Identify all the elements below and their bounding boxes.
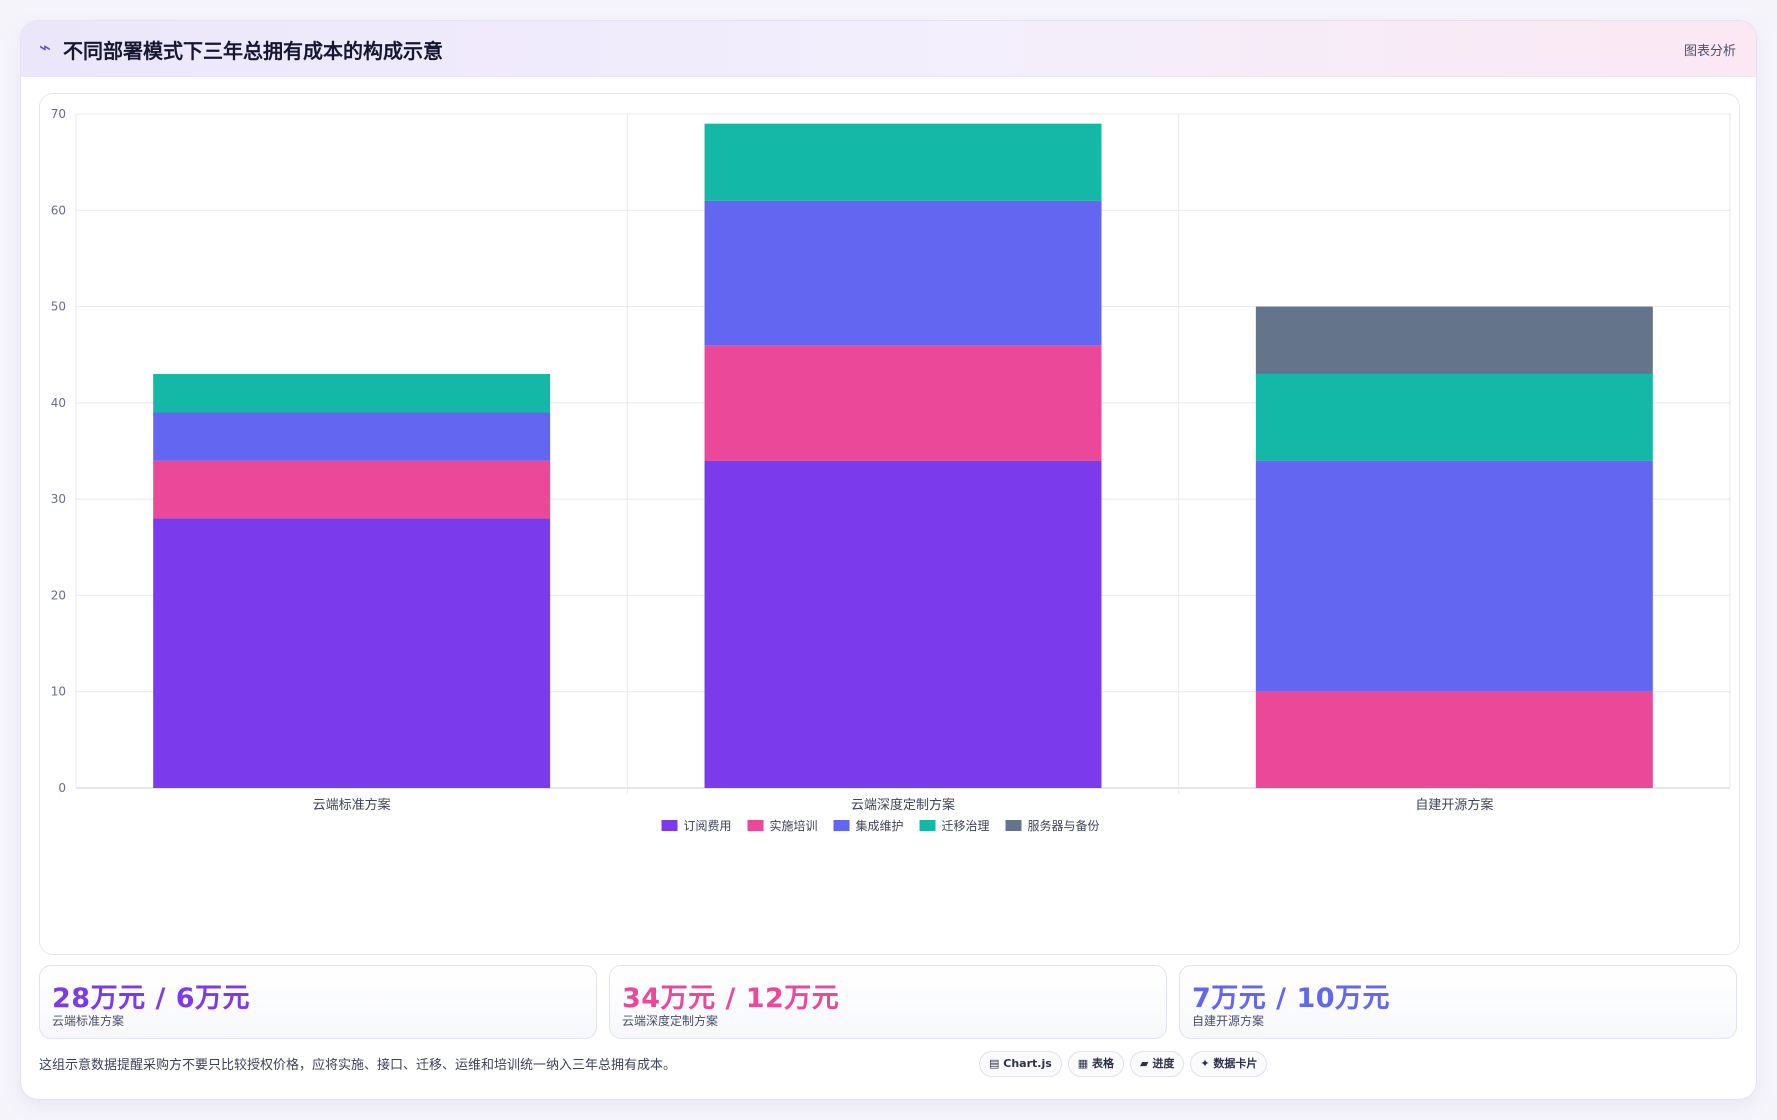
legend-item[interactable]: 实施培训 [747, 818, 818, 833]
legend-label: 实施培训 [770, 818, 818, 833]
bar-segment[interactable] [704, 200, 1102, 346]
stat-label: 云端深度定制方案 [622, 1014, 719, 1028]
stat-card-self-hosted: 7万元 / 10万元 自建开源方案 [1179, 965, 1737, 1039]
pill-progress[interactable]: ▰ 进度 [1130, 1051, 1185, 1077]
bar-segment[interactable] [153, 518, 551, 788]
legend-label: 订阅费用 [684, 819, 732, 833]
feature-pills: ▤ Chart.js ▦ 表格 ▰ 进度 ✦ 数据卡片 [979, 1051, 1273, 1079]
legend-item[interactable]: 迁移治理 [919, 819, 990, 833]
bar-segment[interactable] [704, 460, 1102, 788]
bar-segment[interactable] [153, 460, 551, 519]
stat-label: 云端标准方案 [52, 1014, 125, 1028]
legend-swatch [661, 820, 678, 831]
bar-segment[interactable] [1255, 691, 1653, 788]
stat-value: 34万元 / 12万元 [622, 983, 840, 1014]
bar-segment[interactable] [153, 373, 551, 413]
legend-swatch [833, 820, 850, 831]
legend-label: 集成维护 [856, 818, 904, 833]
legend-swatch [747, 820, 764, 831]
legend-item[interactable]: 订阅费用 [661, 819, 732, 833]
legend-swatch [1005, 820, 1022, 831]
stat-card-cloud-standard: 28万元 / 6万元 云端标准方案 [39, 965, 597, 1039]
legend-label: 服务器与备份 [1028, 818, 1100, 833]
bar-segment[interactable] [1255, 306, 1653, 374]
y-tick-label: 50 [51, 300, 66, 314]
card-header: ⌁ 不同部署模式下三年总拥有成本的构成示意 图表分析 [21, 21, 1756, 77]
y-tick-label: 70 [51, 107, 66, 121]
x-tick-label: 自建开源方案 [1415, 797, 1493, 813]
legend-item[interactable]: 服务器与备份 [1005, 818, 1100, 833]
bar-segment[interactable] [153, 412, 551, 461]
progress-icon: ▰ [1140, 1057, 1149, 1070]
sparkle-icon: ✦ [1200, 1057, 1210, 1070]
x-tick-label: 云端深度定制方案 [851, 797, 955, 813]
stat-value: 28万元 / 6万元 [52, 983, 251, 1014]
stat-label: 自建开源方案 [1192, 1014, 1265, 1028]
y-tick-label: 10 [51, 685, 66, 699]
pill-data-card[interactable]: ✦ 数据卡片 [1190, 1051, 1268, 1077]
bar-segment[interactable] [704, 123, 1102, 201]
table-icon: ▦ [1077, 1057, 1089, 1070]
y-tick-label: 20 [51, 588, 66, 602]
chart-line-icon: ⌁ [39, 35, 52, 59]
legend-label: 迁移治理 [942, 819, 990, 833]
bar-segment[interactable] [704, 345, 1102, 461]
bar-segment[interactable] [1255, 460, 1653, 692]
bar-segment[interactable] [1255, 373, 1653, 461]
chart-icon: ▤ [989, 1057, 1000, 1070]
y-tick-label: 40 [51, 396, 66, 410]
y-tick-label: 30 [51, 492, 66, 506]
pill-table[interactable]: ▦ 表格 [1067, 1051, 1125, 1077]
chart-panel: 0 10 20 30 40 50 60 70 云端标准方案 云端深度定制方案 自建开源方案 订阅费用… [39, 93, 1740, 955]
legend-item[interactable]: 集成维护 [833, 818, 904, 833]
card-title: 不同部署模式下三年总拥有成本的构成示意 [63, 39, 443, 63]
chart-card: ⌁ 不同部署模式下三年总拥有成本的构成示意 图表分析 0 10 20 30 40 50 60… [20, 20, 1757, 1100]
y-tick-label: 60 [51, 203, 66, 217]
footnote: 这组示意数据提醒采购方不要只比较授权价格，应将实施、接口、迁移、运维和培训统一纳… [39, 1058, 677, 1073]
chart-analysis-tag: 图表分析 [1683, 44, 1736, 59]
stacked-bar-chart: 0 10 20 30 40 50 60 70 云端标准方案 云端深度定制方案 自建开源方案 [51, 107, 1731, 813]
legend-swatch [919, 820, 936, 831]
y-tick-label: 0 [58, 781, 66, 795]
stat-card-cloud-custom: 34万元 / 12万元 云端深度定制方案 [609, 965, 1167, 1039]
chart-legend: 订阅费用 实施培训 集成维护 迁移治理 服务器与备份 [661, 818, 1100, 833]
pill-chartjs[interactable]: ▤ Chart.js [979, 1051, 1062, 1077]
stat-value: 7万元 / 10万元 [1192, 983, 1391, 1014]
x-tick-label: 云端标准方案 [313, 797, 391, 813]
